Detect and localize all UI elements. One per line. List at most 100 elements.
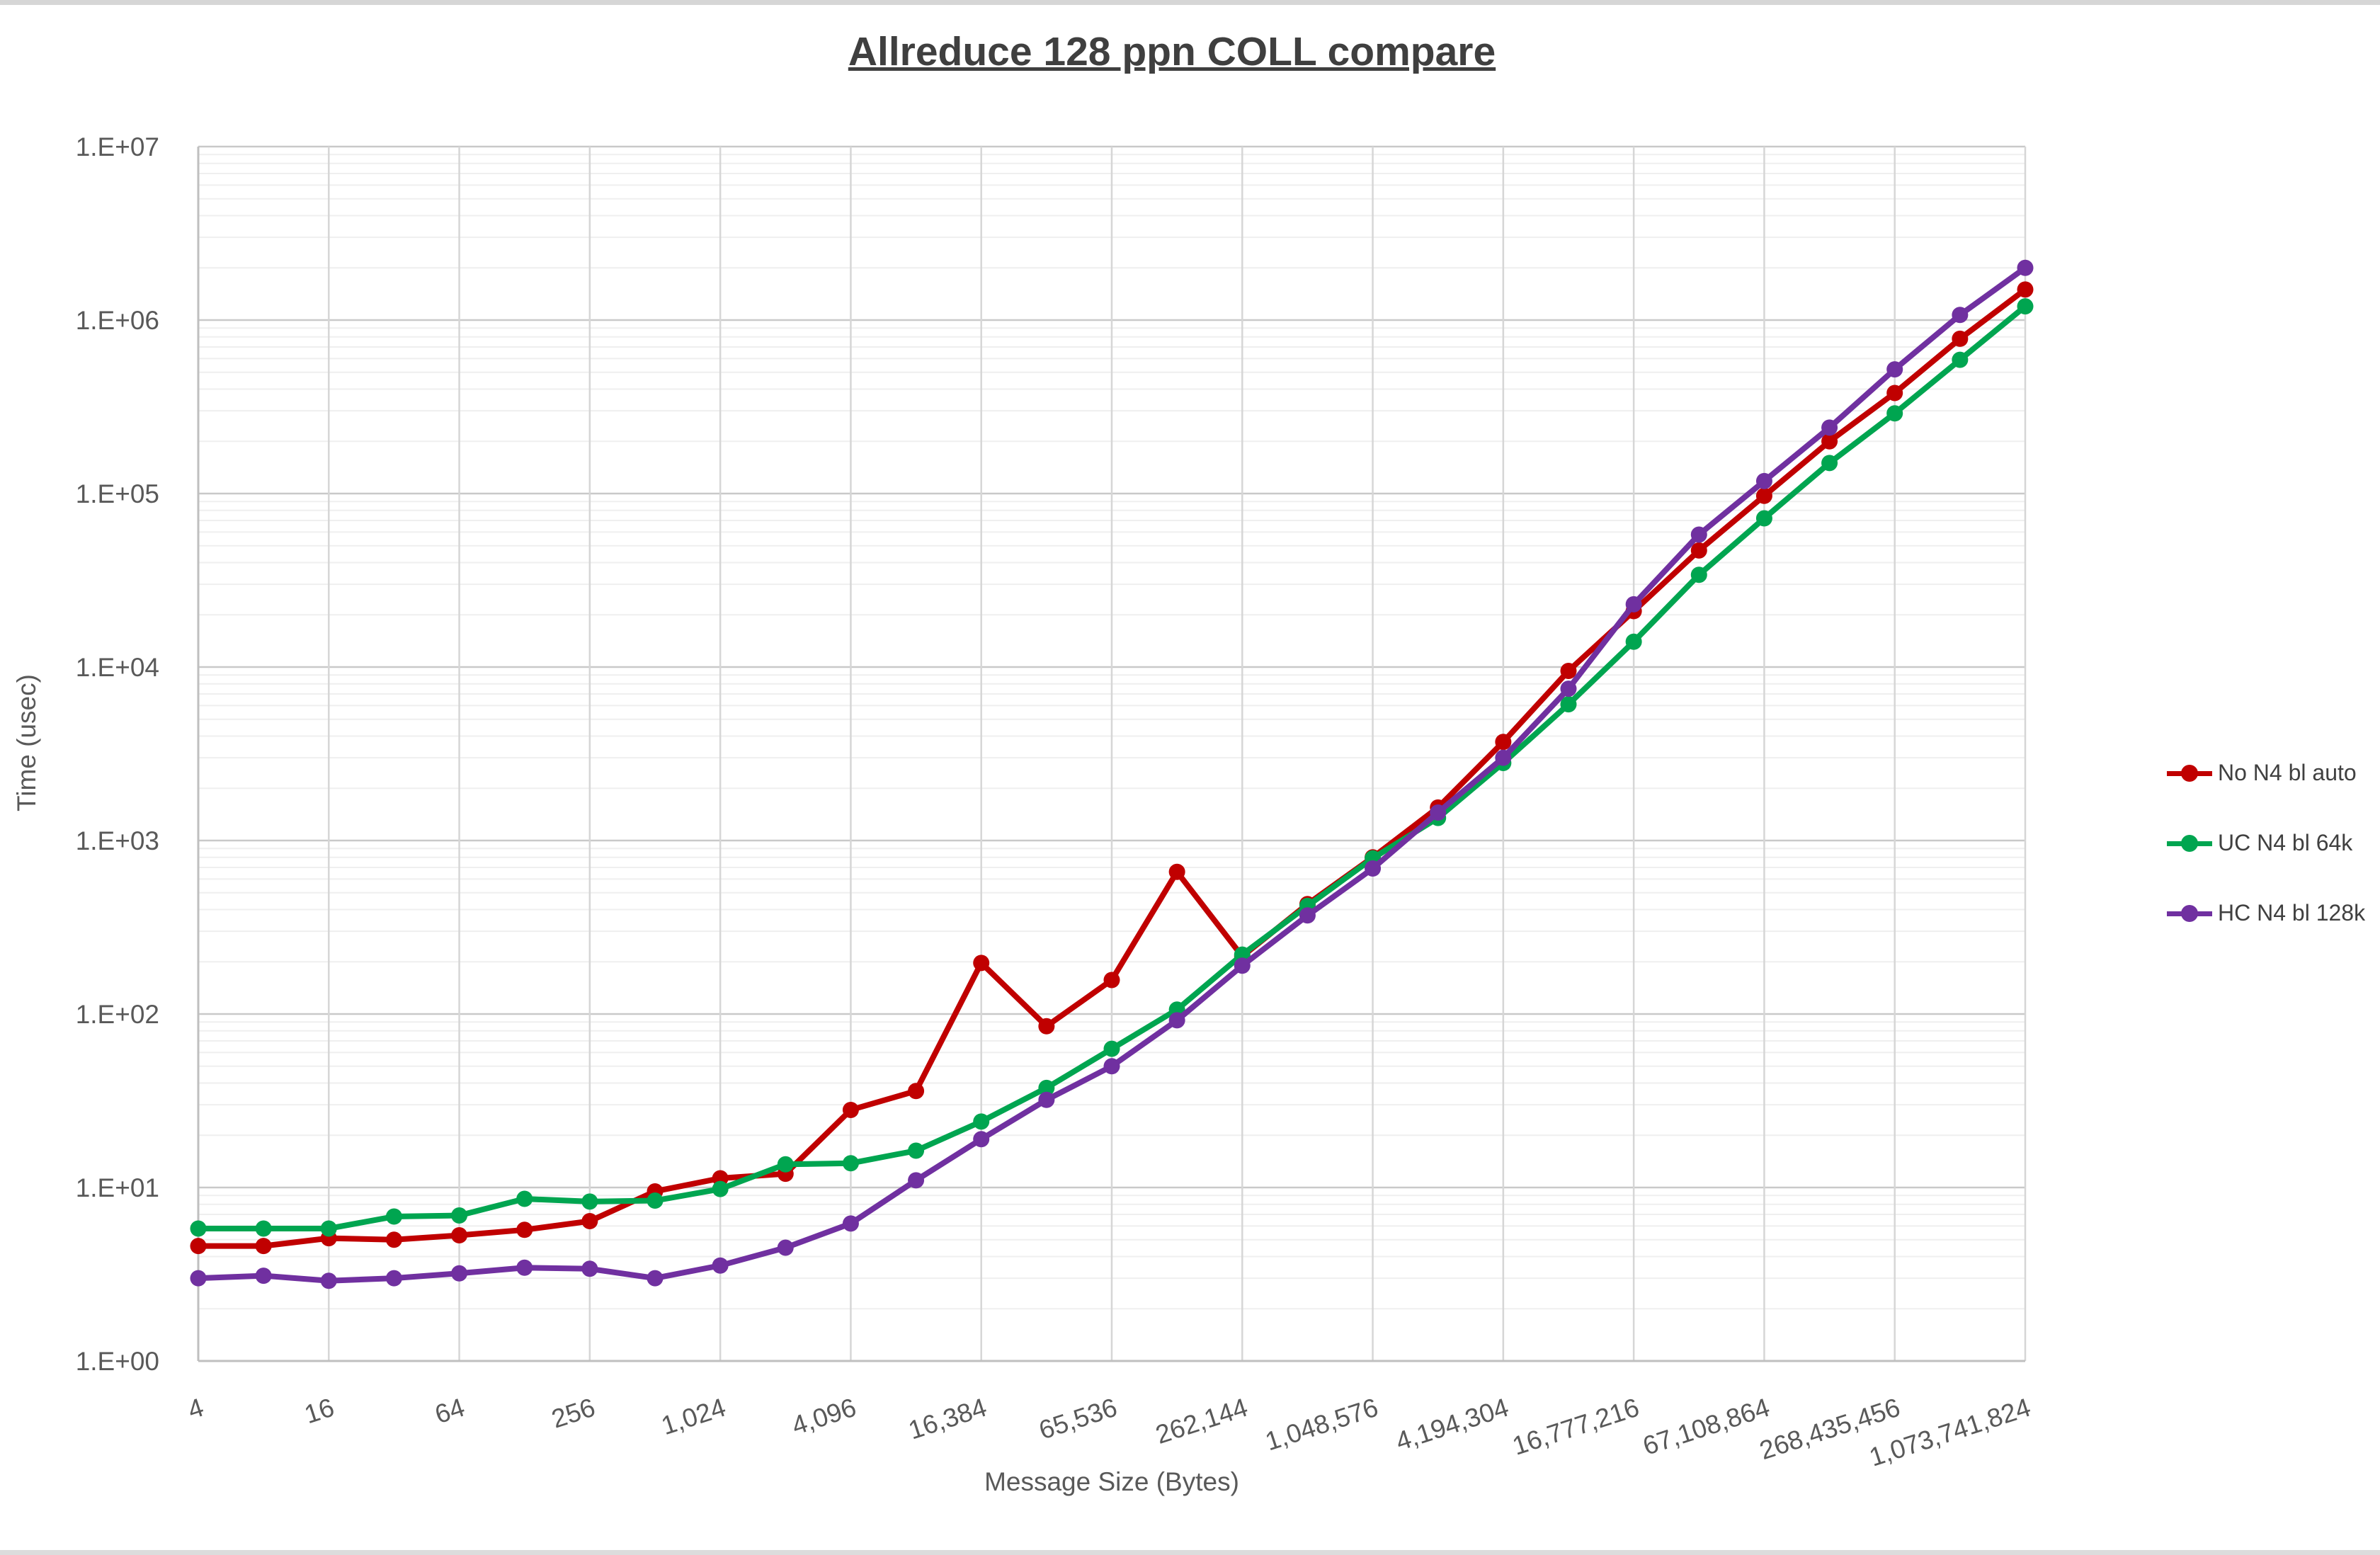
series-1-marker[interactable] (1690, 566, 1707, 583)
y-tick-label: 1.E+01 (76, 1173, 159, 1202)
series-1-marker[interactable] (1038, 1079, 1055, 1096)
y-tick-label: 1.E+02 (76, 1000, 159, 1029)
series-1-marker[interactable] (2017, 298, 2034, 315)
series-2-marker[interactable] (842, 1215, 859, 1232)
series-0-marker[interactable] (581, 1212, 598, 1229)
series-0-marker[interactable] (451, 1227, 468, 1244)
series-1-marker[interactable] (581, 1193, 598, 1210)
y-tick-label: 1.E+04 (76, 653, 159, 682)
window-chrome-strip-top (0, 0, 2380, 5)
series-2-marker[interactable] (1690, 526, 1707, 543)
series-1-marker[interactable] (516, 1190, 533, 1207)
series-2-marker[interactable] (1299, 907, 1316, 924)
series-2-marker[interactable] (190, 1270, 207, 1287)
series-2-marker[interactable] (451, 1265, 468, 1282)
legend-line-marker-icon (2167, 904, 2212, 923)
x-tick-label: 256 (548, 1393, 598, 1434)
series-0-marker[interactable] (1168, 863, 1185, 880)
series-2-marker[interactable] (973, 1131, 990, 1148)
series-1-marker[interactable] (712, 1180, 729, 1197)
series-2-marker[interactable] (1952, 307, 1969, 324)
series-2-marker[interactable] (1886, 361, 1903, 378)
x-tick-label: 4 (184, 1393, 207, 1425)
series-0-marker[interactable] (1495, 734, 1512, 751)
x-axis-title: Message Size (Bytes) (984, 1467, 1239, 1496)
series-0-marker[interactable] (1755, 487, 1772, 504)
y-tick-label: 1.E+06 (76, 306, 159, 335)
series-0-marker[interactable] (1821, 433, 1838, 450)
series-0-marker[interactable] (1560, 662, 1577, 679)
series-2-marker[interactable] (1755, 472, 1772, 489)
series-2-marker[interactable] (1560, 680, 1577, 697)
series-0-marker[interactable] (1690, 542, 1707, 559)
series-1-marker[interactable] (777, 1156, 794, 1173)
series-2-marker[interactable] (320, 1272, 337, 1289)
series-2-marker[interactable] (1103, 1058, 1120, 1075)
series-0-marker[interactable] (385, 1231, 402, 1248)
series-0-marker[interactable] (1886, 385, 1903, 401)
series-1-marker[interactable] (908, 1142, 925, 1159)
chart-title: Allreduce 128 ppn COLL compare (848, 29, 1496, 74)
series-1-marker[interactable] (1103, 1040, 1120, 1057)
series-0-marker[interactable] (1038, 1018, 1055, 1035)
series-0-marker[interactable] (908, 1083, 925, 1100)
series-0-marker[interactable] (255, 1238, 272, 1255)
series-1-marker[interactable] (1755, 510, 1772, 527)
series-2-marker[interactable] (908, 1172, 925, 1189)
legend-label: HC N4 bl 128k (2218, 900, 2366, 925)
legend-line-marker-icon (2167, 764, 2212, 782)
series-2-marker[interactable] (1168, 1012, 1185, 1029)
x-tick-label: 16 (301, 1393, 338, 1430)
series-2-marker[interactable] (255, 1268, 272, 1285)
x-tick-label: 1,024 (658, 1393, 729, 1441)
x-tick-label: 4,194,304 (1392, 1393, 1512, 1457)
series-2-marker[interactable] (1495, 749, 1512, 766)
series-1-marker[interactable] (451, 1207, 468, 1224)
series-0-marker[interactable] (973, 955, 990, 972)
series-1-marker[interactable] (190, 1220, 207, 1237)
x-tick-label: 67,108,864 (1639, 1393, 1773, 1461)
series-2-marker[interactable] (385, 1270, 402, 1287)
series-1-marker[interactable] (320, 1220, 337, 1237)
series-1-marker[interactable] (1625, 633, 1642, 650)
series-2-marker[interactable] (1625, 596, 1642, 613)
legend-item-no-n4-bl-auto[interactable]: No N4 bl auto (2167, 738, 2365, 808)
series-1-marker[interactable] (1821, 455, 1838, 472)
legend-line-marker-icon (2167, 834, 2212, 853)
x-tick-label: 1,048,576 (1262, 1393, 1382, 1457)
legend-label: No N4 bl auto (2218, 760, 2357, 785)
series-1-marker[interactable] (1560, 696, 1577, 713)
series-0-marker[interactable] (1103, 972, 1120, 989)
series-0-marker[interactable] (2017, 281, 2034, 298)
series-1-marker[interactable] (255, 1220, 272, 1237)
series-0-marker[interactable] (1952, 330, 1969, 347)
legend-item-hc-n4-bl-128k[interactable]: HC N4 bl 128k (2167, 878, 2365, 948)
legend: No N4 bl auto UC N4 bl 64k HC N4 bl 128k (2167, 738, 2365, 948)
series-2-marker[interactable] (2017, 259, 2034, 276)
series-2-marker[interactable] (516, 1259, 533, 1276)
series-0-marker[interactable] (516, 1221, 533, 1238)
series-1-marker[interactable] (1886, 405, 1903, 422)
y-tick-label: 1.E+00 (76, 1347, 159, 1376)
legend-item-uc-n4-bl-64k[interactable]: UC N4 bl 64k (2167, 808, 2365, 878)
series-0-marker[interactable] (190, 1238, 207, 1255)
series-1-marker[interactable] (842, 1155, 859, 1172)
series-1-marker[interactable] (385, 1208, 402, 1225)
series-2-marker[interactable] (581, 1260, 598, 1277)
series-1-marker[interactable] (647, 1192, 664, 1209)
series-2-marker[interactable] (1430, 804, 1447, 821)
series-1-marker[interactable] (1952, 351, 1969, 368)
x-tick-label: 4,096 (788, 1393, 860, 1441)
series-2-marker[interactable] (1365, 860, 1382, 877)
series-2-marker[interactable] (647, 1270, 664, 1287)
series-2-marker[interactable] (1038, 1091, 1055, 1108)
series-2-marker[interactable] (1234, 957, 1251, 974)
series-2-marker[interactable] (777, 1239, 794, 1256)
x-tick-label: 16,384 (905, 1393, 990, 1445)
series-2-marker[interactable] (712, 1257, 729, 1274)
series-0-marker[interactable] (842, 1101, 859, 1118)
series-2-marker[interactable] (1821, 419, 1838, 436)
series-1-marker[interactable] (973, 1113, 990, 1130)
